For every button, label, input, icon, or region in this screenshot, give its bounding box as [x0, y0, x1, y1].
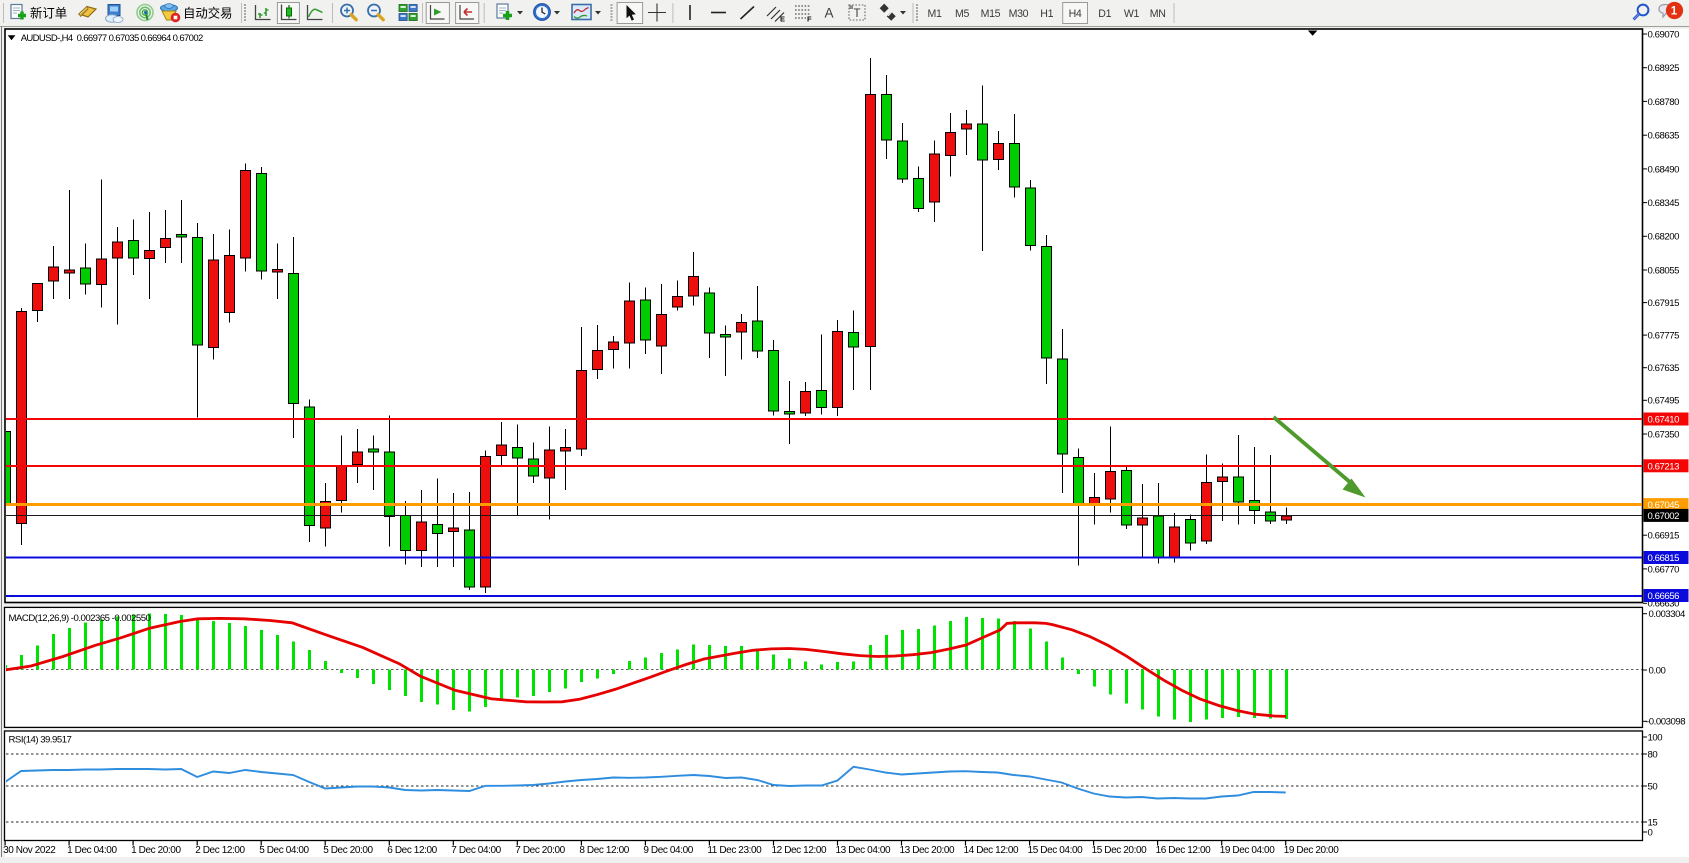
svg-text:0.00: 0.00: [1649, 665, 1666, 676]
svg-text:0.68780: 0.68780: [1648, 97, 1680, 108]
svg-text:0: 0: [1648, 827, 1653, 838]
svg-text:1 Dec 04:00: 1 Dec 04:00: [67, 845, 117, 856]
svg-text:F: F: [807, 15, 812, 24]
svg-text:11 Dec 23:00: 11 Dec 23:00: [707, 845, 762, 856]
svg-text:MACD(12,26,9) -0.002365 -0.002: MACD(12,26,9) -0.002365 -0.002550: [9, 613, 151, 624]
svg-text:0.68200: 0.68200: [1648, 232, 1680, 243]
svg-text:0.67410: 0.67410: [1648, 415, 1680, 426]
svg-text:RSI(14) 39.9517: RSI(14) 39.9517: [9, 735, 72, 746]
svg-text:0.67635: 0.67635: [1648, 363, 1680, 374]
svg-text:16 Dec 12:00: 16 Dec 12:00: [1156, 845, 1212, 856]
svg-text:15 Dec 04:00: 15 Dec 04:00: [1028, 845, 1084, 856]
svg-text:7 Dec 20:00: 7 Dec 20:00: [515, 845, 565, 856]
svg-text:0.66656: 0.66656: [1648, 591, 1680, 602]
svg-text:7 Dec 04:00: 7 Dec 04:00: [451, 845, 501, 856]
svg-text:0.67915: 0.67915: [1648, 298, 1680, 309]
svg-text:0.69070: 0.69070: [1648, 29, 1680, 40]
svg-text:0.68490: 0.68490: [1648, 164, 1680, 175]
svg-text:2 Dec 12:00: 2 Dec 12:00: [195, 845, 245, 856]
svg-text:1 Dec 20:00: 1 Dec 20:00: [131, 845, 181, 856]
svg-text:M30: M30: [1009, 8, 1029, 20]
svg-text:A: A: [825, 6, 834, 21]
svg-text:MN: MN: [1150, 8, 1166, 20]
svg-text:W1: W1: [1124, 8, 1140, 20]
svg-text:H4: H4: [1069, 8, 1082, 20]
svg-text:30 Nov 2022: 30 Nov 2022: [3, 845, 56, 856]
svg-text:13 Dec 20:00: 13 Dec 20:00: [900, 845, 956, 856]
svg-text:0.67045: 0.67045: [1648, 500, 1680, 511]
svg-text:0.003304: 0.003304: [1649, 609, 1687, 620]
svg-text:8 Dec 12:00: 8 Dec 12:00: [579, 845, 629, 856]
svg-text:0.67002: 0.67002: [1648, 511, 1680, 522]
svg-text:100: 100: [1648, 732, 1663, 743]
svg-text:E: E: [780, 15, 785, 24]
svg-text:M15: M15: [981, 8, 1001, 20]
svg-text:0.66770: 0.66770: [1648, 564, 1680, 575]
svg-text:D1: D1: [1098, 8, 1111, 20]
svg-text:0.67775: 0.67775: [1648, 331, 1680, 342]
svg-text:0.67213: 0.67213: [1648, 461, 1680, 472]
svg-text:新订单: 新订单: [30, 6, 67, 21]
svg-text:0.68055: 0.68055: [1648, 265, 1680, 276]
svg-text:19 Dec 04:00: 19 Dec 04:00: [1220, 845, 1276, 856]
svg-text:15: 15: [1648, 817, 1658, 828]
svg-text:0.67350: 0.67350: [1648, 429, 1680, 440]
svg-text:50: 50: [1648, 781, 1658, 792]
svg-text:0.67495: 0.67495: [1648, 396, 1680, 407]
svg-text:1: 1: [1671, 6, 1678, 18]
svg-text:M5: M5: [955, 8, 969, 20]
svg-text:80: 80: [1648, 749, 1658, 760]
svg-text:M1: M1: [927, 8, 941, 20]
svg-text:0.68925: 0.68925: [1648, 63, 1680, 74]
svg-text:6 Dec 12:00: 6 Dec 12:00: [387, 845, 437, 856]
svg-text:T: T: [854, 8, 861, 20]
svg-text:-0.003098: -0.003098: [1646, 717, 1685, 728]
svg-text:自动交易: 自动交易: [183, 6, 233, 21]
svg-text:H1: H1: [1040, 8, 1053, 20]
svg-text:0.68635: 0.68635: [1648, 131, 1680, 142]
svg-text:13 Dec 04:00: 13 Dec 04:00: [836, 845, 892, 856]
svg-text:15 Dec 20:00: 15 Dec 20:00: [1092, 845, 1148, 856]
svg-text:AUDUSD-,H4 0.66977 0.67035 0.: AUDUSD-,H4 0.66977 0.67035 0.66964 0.670…: [21, 33, 203, 44]
svg-text:5 Dec 20:00: 5 Dec 20:00: [323, 845, 373, 856]
svg-text:0.66815: 0.66815: [1648, 553, 1680, 564]
svg-text:14 Dec 12:00: 14 Dec 12:00: [964, 845, 1020, 856]
svg-text:12 Dec 12:00: 12 Dec 12:00: [772, 845, 828, 856]
svg-text:0.66915: 0.66915: [1648, 531, 1680, 542]
svg-text:0.66630: 0.66630: [1648, 599, 1680, 610]
svg-text:5 Dec 04:00: 5 Dec 04:00: [259, 845, 309, 856]
svg-text:19 Dec 20:00: 19 Dec 20:00: [1284, 845, 1340, 856]
svg-text:0.68345: 0.68345: [1648, 198, 1680, 209]
svg-text:9 Dec 04:00: 9 Dec 04:00: [643, 845, 693, 856]
